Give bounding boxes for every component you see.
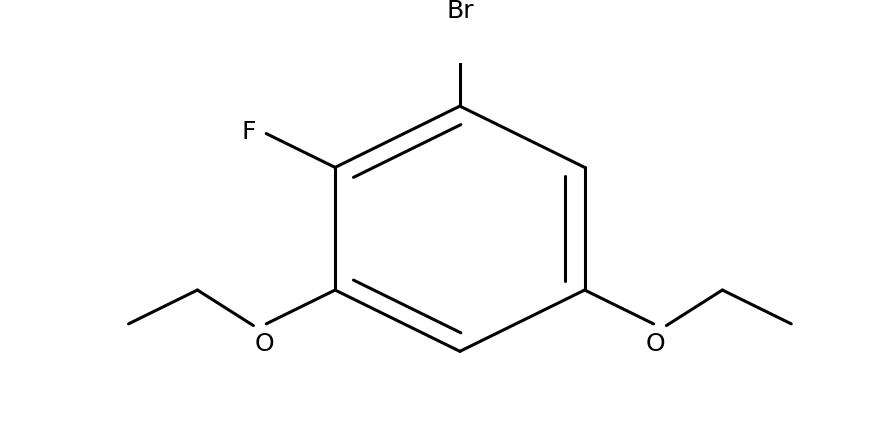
Text: O: O bbox=[255, 332, 274, 356]
Text: Br: Br bbox=[446, 0, 474, 23]
Text: O: O bbox=[645, 332, 666, 356]
Text: F: F bbox=[242, 120, 256, 144]
